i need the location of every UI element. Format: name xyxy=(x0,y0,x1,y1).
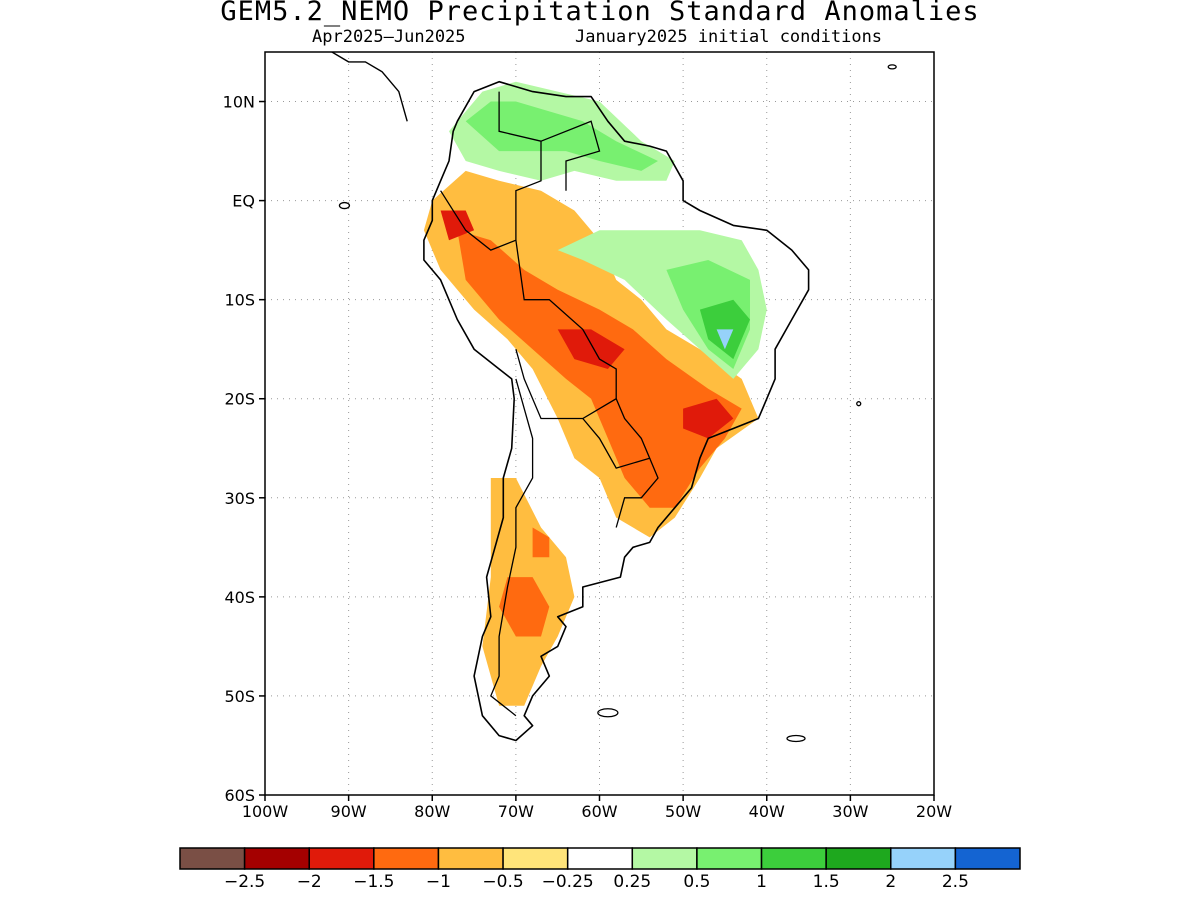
lon-tick-label: 90W xyxy=(331,802,367,821)
chart-title: GEM5.2_NEMO Precipitation Standard Anoma… xyxy=(220,0,980,27)
colorbar-label: 0.25 xyxy=(613,872,651,892)
colorbar-label: −0.5 xyxy=(482,872,523,892)
lon-tick-label: 20W xyxy=(916,802,952,821)
colorbar-swatch xyxy=(825,847,892,870)
colorbar-swatch xyxy=(179,847,246,870)
colorbar-label: −1.5 xyxy=(353,872,394,892)
colorbar-label: −0.25 xyxy=(542,872,594,892)
lat-tick-label: 50S xyxy=(224,687,255,706)
colorbar-swatch xyxy=(502,847,569,870)
island-outline xyxy=(597,708,619,718)
lon-tick-label: 100W xyxy=(242,802,289,821)
lon-tick-label: 50W xyxy=(665,802,701,821)
colorbar-label: 1.5 xyxy=(813,872,840,892)
central-america-coastline xyxy=(330,52,408,122)
anomaly-region xyxy=(465,101,658,171)
coastlines-and-borders xyxy=(330,52,897,743)
anomaly-region xyxy=(440,210,475,241)
lat-tick-label: 10S xyxy=(224,291,255,310)
lat-tick-label: 10N xyxy=(223,93,255,112)
south-america-coastline xyxy=(423,80,810,742)
anomaly-region xyxy=(557,329,625,369)
colorbar-swatch xyxy=(566,847,634,870)
lon-tick-label: 40W xyxy=(749,802,785,821)
lon-tick-label: 80W xyxy=(414,802,450,821)
colorbar-label: −2.5 xyxy=(224,872,265,892)
island-outline xyxy=(856,401,862,407)
colorbar-label: 0.5 xyxy=(683,872,710,892)
island-outline xyxy=(786,734,806,743)
colorbar-label: −2 xyxy=(297,872,322,892)
anomaly-region xyxy=(716,329,734,350)
island-outline xyxy=(338,201,351,210)
anomaly-region xyxy=(683,398,734,439)
lat-tick-label: 40S xyxy=(224,588,255,607)
country-border xyxy=(440,91,542,251)
country-border xyxy=(540,120,601,191)
forecast-period: Apr2025–Jun2025 xyxy=(312,27,466,47)
colorbar-label: 2.5 xyxy=(942,872,969,892)
colorbar-swatch xyxy=(308,847,375,870)
colorbar-swatch xyxy=(631,847,698,870)
colorbar-legend: −2.5 −2 −1.5 −1 −0.5 −0.25 0.25 0.5 1 1.5 2 2.5 xyxy=(179,847,1021,892)
colorbar-label: −1 xyxy=(426,872,451,892)
anomaly-region xyxy=(532,527,550,558)
colorbar-swatch xyxy=(373,847,440,870)
country-border xyxy=(490,378,534,717)
colorbar-swatch xyxy=(437,847,504,870)
colorbar-swatch xyxy=(954,847,1021,870)
colorbar-swatch xyxy=(760,847,827,870)
colorbar-swatch xyxy=(243,847,310,870)
country-border xyxy=(615,457,659,528)
lon-tick-label: 30W xyxy=(832,802,868,821)
anomaly-region xyxy=(499,577,550,637)
island-outline xyxy=(887,64,897,70)
lon-tick-label: 70W xyxy=(498,802,534,821)
lat-tick-label: 30S xyxy=(224,489,255,508)
colorbar-swatch xyxy=(890,847,957,870)
lat-tick-label: EQ xyxy=(232,192,255,211)
initial-conditions: January2025 initial conditions xyxy=(575,27,883,47)
lat-tick-label: 20S xyxy=(224,390,255,409)
lat-tick-label: 60S xyxy=(224,786,255,805)
colorbar-swatch xyxy=(696,847,763,870)
lon-tick-label: 60W xyxy=(581,802,617,821)
colorbar-label: 2 xyxy=(885,872,896,892)
anomaly-shading xyxy=(423,81,767,706)
colorbar-label: 1 xyxy=(756,872,767,892)
country-border xyxy=(515,240,617,420)
